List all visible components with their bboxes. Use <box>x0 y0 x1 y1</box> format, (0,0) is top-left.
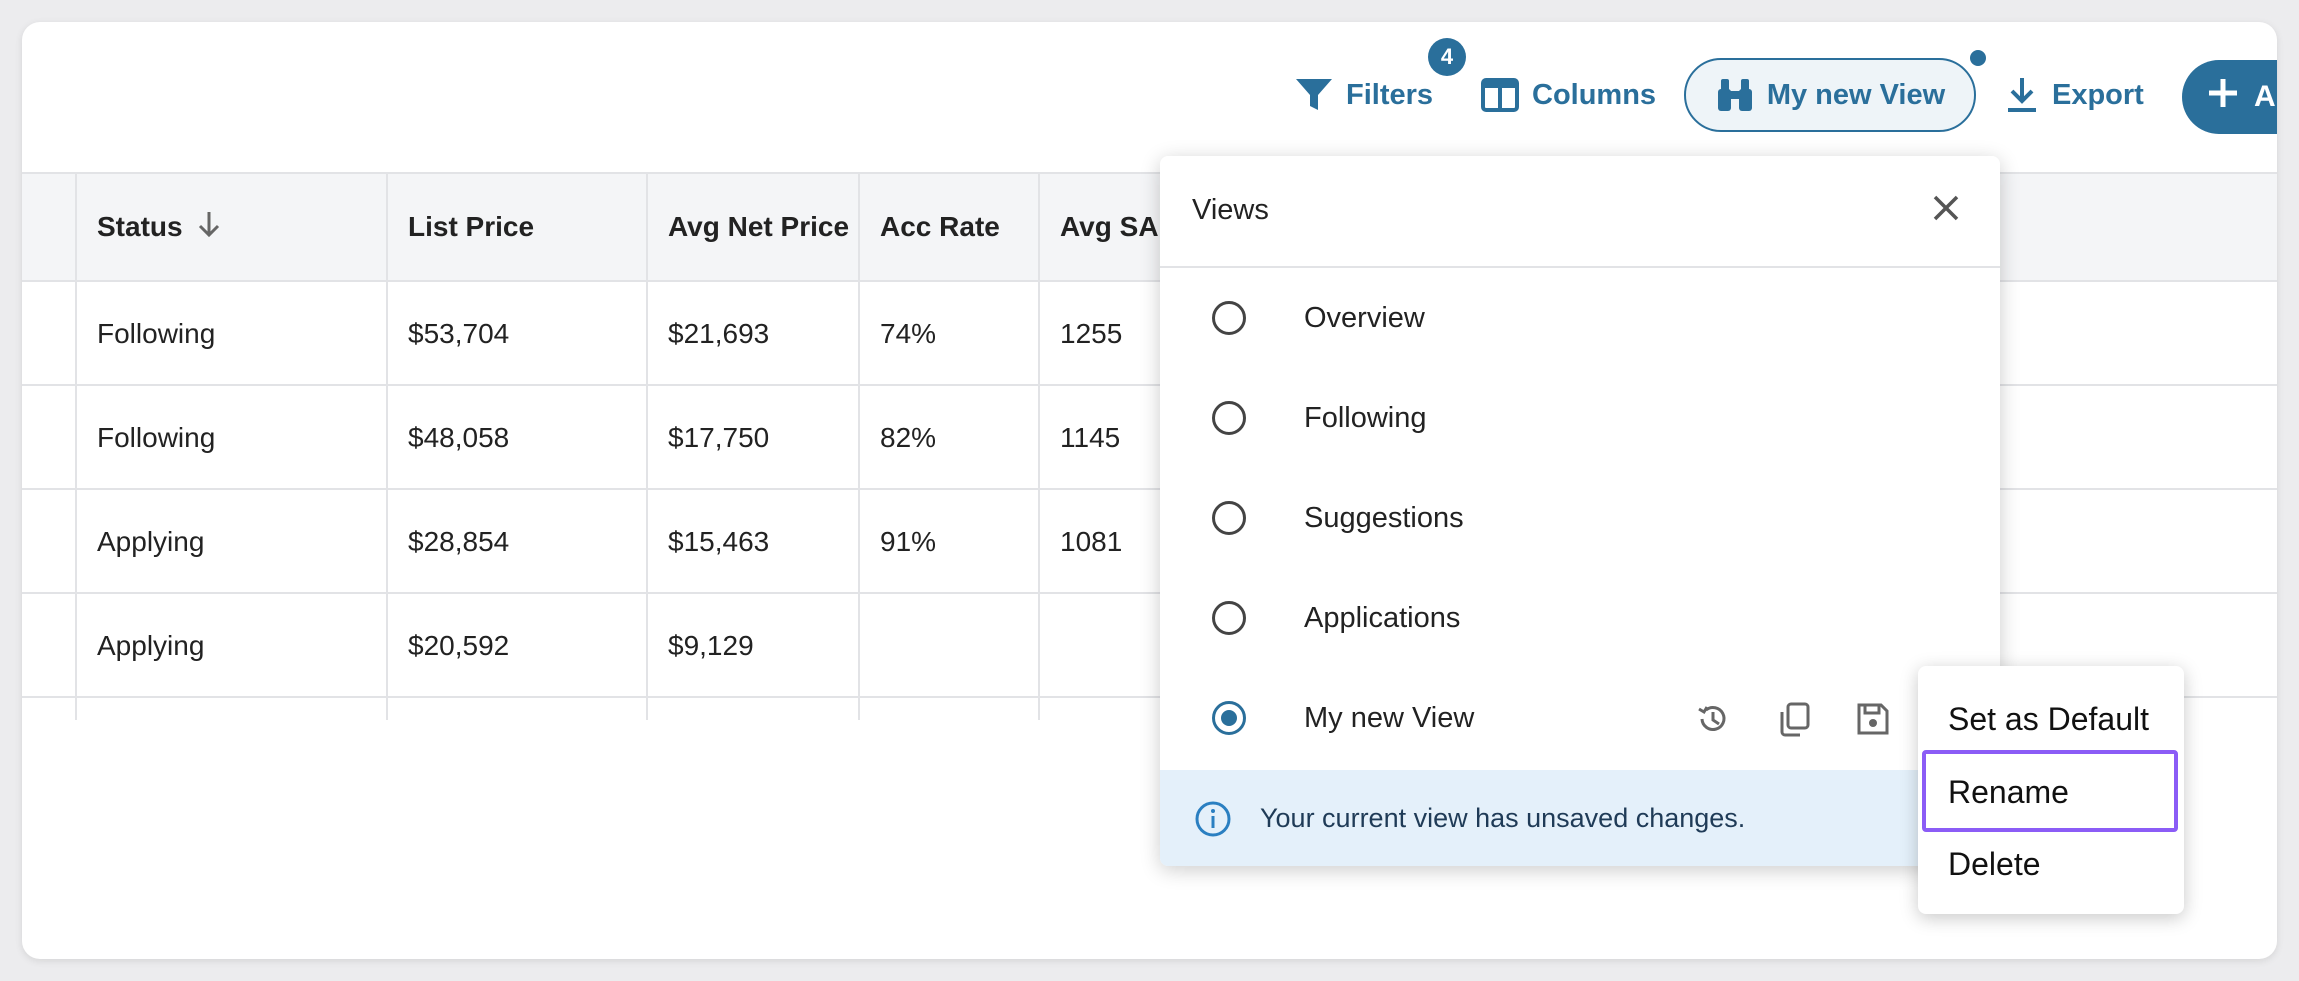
menu-item-delete[interactable]: Delete <box>1948 846 2041 882</box>
row-divider <box>22 592 2277 594</box>
cell-avg-sat: 1255 <box>1060 318 1123 349</box>
row-divider <box>22 384 2277 386</box>
filter-icon <box>1294 76 1334 114</box>
column-divider <box>646 172 648 720</box>
download-icon <box>2004 76 2040 114</box>
binoculars-icon <box>1715 77 1755 113</box>
info-icon <box>1194 800 1232 843</box>
cell-avg-sat: 1081 <box>1060 526 1123 557</box>
radio-button[interactable] <box>1212 501 1246 535</box>
columns-button[interactable]: Columns <box>1480 58 1656 132</box>
views-title: Views <box>1192 194 1269 226</box>
menu-item-rename[interactable]: Rename <box>1948 774 2069 810</box>
export-button[interactable]: Export <box>2004 58 2144 132</box>
history-icon[interactable] <box>1694 700 1732 743</box>
cell-list-price: $20,592 <box>408 630 510 661</box>
copy-icon[interactable] <box>1776 700 1812 743</box>
view-option-applications[interactable]: Applications <box>1160 568 2000 668</box>
cell-status: Following <box>97 422 216 453</box>
filters-count-badge: 4 <box>1428 38 1466 76</box>
view-option-overview[interactable]: Overview <box>1160 268 2000 368</box>
save-icon[interactable] <box>1854 700 1892 743</box>
column-divider <box>858 172 860 720</box>
column-divider <box>386 172 388 720</box>
view-context-menu: Set as Default Rename Delete <box>1918 666 2184 914</box>
radio-button[interactable] <box>1212 401 1246 435</box>
unsaved-indicator-dot <box>1970 50 1986 66</box>
row-divider <box>22 696 2277 698</box>
column-divider <box>1038 172 1040 720</box>
cell-avg-net-price: $9,129 <box>668 630 754 661</box>
view-option-label: Applications <box>1304 601 1461 634</box>
header-status[interactable]: Status <box>97 172 223 282</box>
unsaved-changes-text: Your current view has unsaved changes. <box>1260 802 1746 833</box>
radio-button[interactable] <box>1212 601 1246 635</box>
filters-label: Filters <box>1346 78 1434 111</box>
add-button[interactable]: A <box>2182 60 2277 134</box>
cell-avg-sat: 1145 <box>1060 422 1121 453</box>
header-status-label: Status <box>97 211 183 242</box>
add-label: A <box>2254 80 2276 113</box>
views-panel: Views Overview Following Suggestions App… <box>1160 156 2000 866</box>
view-option-label: Overview <box>1304 301 1425 334</box>
cell-avg-net-price: $21,693 <box>668 318 770 349</box>
sort-down-icon[interactable] <box>195 209 223 246</box>
columns-label: Columns <box>1532 78 1657 111</box>
view-option-suggestions[interactable]: Suggestions <box>1160 468 2000 568</box>
view-option-my-new-view[interactable]: My new View <box>1160 668 2000 768</box>
view-selector-label: My new View <box>1766 78 1946 111</box>
header-avg-net-price[interactable]: Avg Net Price <box>668 211 850 242</box>
cell-avg-net-price: $15,463 <box>668 526 770 557</box>
view-selector-button[interactable]: My new View <box>1684 58 1976 132</box>
radio-button-selected[interactable] <box>1212 701 1246 735</box>
cell-acc-rate: 91% <box>880 526 937 557</box>
cell-status: Applying <box>97 630 205 661</box>
export-label: Export <box>2052 78 2144 111</box>
cell-avg-net-price: $17,750 <box>668 422 770 453</box>
header-list-price[interactable]: List Price <box>408 211 535 242</box>
unsaved-changes-notice: Your current view has unsaved changes. <box>1160 770 2000 866</box>
header-acc-rate[interactable]: Acc Rate <box>880 211 1000 242</box>
cell-status: Following <box>97 318 216 349</box>
plus-icon <box>2206 76 2240 118</box>
highlight-box <box>1922 750 2178 832</box>
view-option-label: Suggestions <box>1304 501 1464 534</box>
cell-list-price: $48,058 <box>408 422 510 453</box>
radio-button[interactable] <box>1212 301 1246 335</box>
cell-acc-rate: 74% <box>880 318 937 349</box>
column-divider <box>75 172 77 720</box>
close-icon[interactable] <box>1930 192 1962 229</box>
cell-status: Applying <box>97 526 205 557</box>
columns-icon <box>1480 77 1520 113</box>
page-card: Filters 4 Columns My new View Export A S… <box>22 22 2277 959</box>
cell-list-price: $53,704 <box>408 318 510 349</box>
menu-item-set-as-default[interactable]: Set as Default <box>1948 701 2149 737</box>
cell-acc-rate: 82% <box>880 422 937 453</box>
view-option-following[interactable]: Following <box>1160 368 2000 468</box>
view-option-label: Following <box>1304 401 1427 434</box>
cell-list-price: $28,854 <box>408 526 510 557</box>
row-divider <box>22 488 2277 490</box>
header-avg-sat[interactable]: Avg SA <box>1060 211 1159 242</box>
divider <box>1160 266 2000 268</box>
view-option-label: My new View <box>1304 701 1475 734</box>
filters-button[interactable]: Filters <box>1294 58 1433 132</box>
